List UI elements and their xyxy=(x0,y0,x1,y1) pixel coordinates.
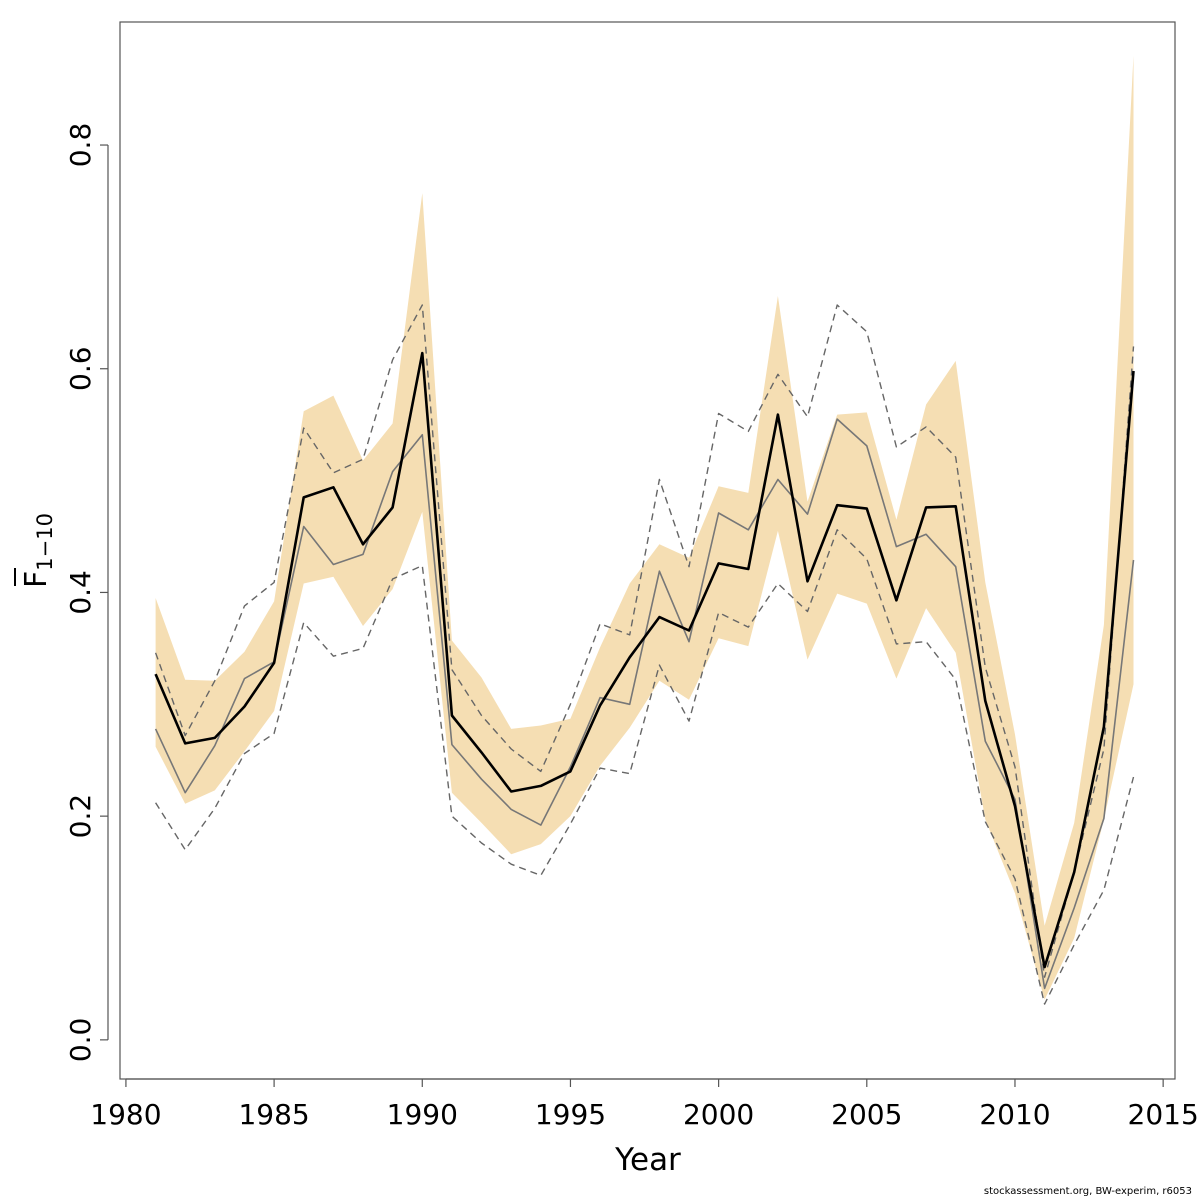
y-tick-label: 0.4 xyxy=(64,570,97,615)
series-line-estimate xyxy=(154,351,1135,969)
y-axis-label-base: F xyxy=(19,571,54,588)
y-axis: 0.0 0.2 0.4 0.6 0.8 xyxy=(64,123,109,1063)
y-tick-label: 0.6 xyxy=(64,346,97,391)
plot-frame xyxy=(119,21,1176,1080)
x-tick-label: 2015 xyxy=(1128,1098,1199,1131)
x-tick-label: 1990 xyxy=(387,1098,458,1131)
x-tick-label: 2005 xyxy=(831,1098,902,1131)
x-tick-label: 1995 xyxy=(535,1098,606,1131)
y-tick-label: 0.0 xyxy=(64,1018,97,1063)
x-tick-label: 2010 xyxy=(979,1098,1050,1131)
series-line-lower-dashed xyxy=(155,529,1135,1005)
x-axis-label: Year xyxy=(614,1142,681,1178)
y-tick-label: 0.8 xyxy=(64,123,97,168)
y-tick-label: 0.2 xyxy=(64,794,97,839)
x-tick-label: 2000 xyxy=(683,1098,754,1131)
confidence-band-layer xyxy=(155,55,1134,1000)
y-axis-label: F1−10 xyxy=(14,513,57,588)
y-axis-label-subscript: 1−10 xyxy=(33,513,57,571)
x-tick-label: 1985 xyxy=(238,1098,309,1131)
credit-text: stockassessment.org, BW-experim, r6053 xyxy=(983,1186,1192,1197)
x-tick-label: 1980 xyxy=(90,1098,161,1131)
svg-text:F1−10: F1−10 xyxy=(19,513,57,588)
series-lines-layer xyxy=(154,304,1135,1005)
confidence-band xyxy=(155,55,1134,1000)
x-axis: 1980 1985 1990 1995 2000 2005 2010 2015 xyxy=(90,1078,1199,1131)
